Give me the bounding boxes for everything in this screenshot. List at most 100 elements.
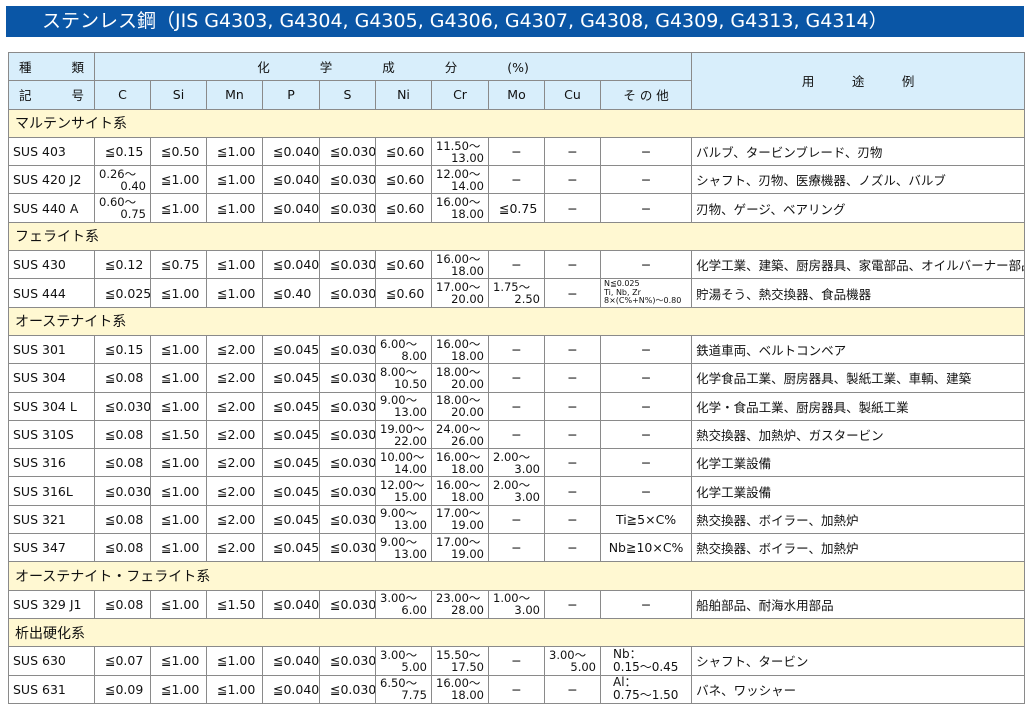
grade-name: SUS 440 A bbox=[8, 193, 95, 223]
usage-example: 化学食品工業、厨房器具、製紙工業、車輌、建築 bbox=[691, 363, 1026, 393]
table-row: SUS 444 ≦0.025 ≦1.00 ≦1.00 ≦0.40 ≦0.030 ≦0.60 1… bbox=[8, 278, 1026, 308]
range-max: 13.00 bbox=[394, 546, 427, 561]
usage-example: バルブ、タービンブレード、刃物 bbox=[691, 136, 1026, 167]
grade-name: SUS 321 bbox=[8, 504, 95, 535]
cell-Cr: 16.00〜 18.00 bbox=[431, 250, 489, 280]
cell-S: ≦0.030 bbox=[319, 533, 376, 563]
range-min: 0.60〜 bbox=[99, 195, 137, 210]
cell-Cu: − bbox=[544, 278, 601, 308]
range-max: 0.40 bbox=[120, 178, 146, 193]
cell-Cu: − bbox=[544, 193, 601, 223]
cell-その他: − bbox=[599, 363, 693, 393]
section-label: オーステナイト・フェライト系 bbox=[7, 561, 1026, 591]
cell-Si: ≦1.00 bbox=[150, 674, 207, 704]
usage-example: 刃物、ゲージ、ベアリング bbox=[691, 193, 1026, 223]
cell-Mn: ≦1.00 bbox=[206, 646, 263, 676]
table-row: SUS 631 ≦0.09 ≦1.00 ≦1.00 ≦0.040 ≦0.030 6.50〜 7… bbox=[8, 674, 1026, 704]
cell-Ni: ≦0.60 bbox=[375, 193, 432, 223]
usage-example: シャフト、刃物、医療機器、ノズル、バルブ bbox=[691, 165, 1026, 195]
cell-C: ≦0.12 bbox=[94, 250, 151, 280]
cell-その他: Ti≧5×C% bbox=[599, 504, 693, 535]
cell-Si: ≦1.00 bbox=[150, 334, 207, 365]
cell-Si: ≦1.00 bbox=[150, 363, 207, 393]
range-max: 20.00 bbox=[451, 405, 484, 420]
grade-name: SUS 420 J2 bbox=[8, 165, 95, 195]
range-min: 17.00〜 bbox=[436, 506, 481, 521]
cell-Si: ≦1.00 bbox=[150, 448, 207, 478]
cell-Mo: − bbox=[488, 165, 545, 195]
cell-Cr: 17.00〜 19.00 bbox=[431, 504, 489, 535]
section-row: フェライト系 bbox=[7, 221, 1026, 252]
section-label: マルテンサイト系 bbox=[7, 108, 1026, 138]
other-element-line: Ti, Nb, Zr bbox=[604, 287, 641, 297]
range-min: 16.00〜 bbox=[436, 478, 481, 493]
column-header-C: C bbox=[94, 80, 151, 110]
range-max: 14.00 bbox=[451, 178, 484, 193]
cell-S: ≦0.030 bbox=[319, 674, 376, 704]
cell-Cr: 16.00〜 18.00 bbox=[431, 448, 489, 478]
cell-Mn: ≦1.00 bbox=[206, 278, 263, 308]
range-max: 5.00 bbox=[401, 659, 427, 674]
column-header-その他: そ の 他 bbox=[599, 80, 693, 110]
cell-Mo: ≦0.75 bbox=[488, 193, 545, 223]
cell-P: ≦0.045 bbox=[262, 448, 320, 478]
cell-P: ≦0.045 bbox=[262, 391, 320, 421]
range-max: 6.00 bbox=[401, 603, 427, 618]
table-row: SUS 630 ≦0.07 ≦1.00 ≦1.00 ≦0.040 ≦0.030 3.00〜 5… bbox=[8, 646, 1026, 676]
cell-その他: N≦0.025 Ti, Nb, Zr 8×(C%+N%)〜0.80 bbox=[599, 278, 693, 308]
cell-その他: Nb： 0.15〜0.45 bbox=[599, 646, 693, 676]
other-element-name: Nb： bbox=[613, 646, 642, 661]
column-header-P: P bbox=[262, 80, 320, 110]
usage-example: 熱交換器、ボイラー、加熱炉 bbox=[691, 533, 1026, 563]
range-min: 9.00〜 bbox=[380, 393, 418, 408]
symbol-header: 記号 bbox=[8, 80, 95, 110]
range-max: 3.00 bbox=[514, 490, 540, 505]
cell-Mo: − bbox=[488, 504, 545, 535]
section-label: 析出硬化系 bbox=[7, 617, 1026, 648]
grade-name: SUS 301 bbox=[8, 334, 95, 365]
cell-Ni: 8.00〜 10.50 bbox=[375, 363, 432, 393]
range-min: 18.00〜 bbox=[436, 393, 481, 408]
table-row: SUS 329 J1 ≦0.08 ≦1.00 ≦1.50 ≦0.040 ≦0.030 3.0… bbox=[8, 589, 1026, 619]
cell-Si: ≦1.00 bbox=[150, 193, 207, 223]
range-min: 18.00〜 bbox=[436, 364, 481, 379]
range-min: 16.00〜 bbox=[436, 449, 481, 464]
section-row: オーステナイト系 bbox=[7, 306, 1026, 336]
grade-name: SUS 316 bbox=[8, 448, 95, 478]
grade-name: SUS 444 bbox=[8, 278, 95, 308]
range-max: 20.00 bbox=[451, 292, 484, 307]
usage-example: 鉄道車両、ベルトコンベア bbox=[691, 334, 1026, 365]
range-max: 17.50 bbox=[451, 659, 484, 674]
range-min: 23.00〜 bbox=[436, 591, 481, 606]
column-header-Cu: Cu bbox=[544, 80, 601, 110]
cell-P: ≦0.040 bbox=[262, 646, 320, 676]
cell-P: ≦0.045 bbox=[262, 504, 320, 535]
cell-Mo: 2.00〜 3.00 bbox=[488, 476, 545, 506]
cell-P: ≦0.040 bbox=[262, 250, 320, 280]
cell-Si: ≦1.00 bbox=[150, 504, 207, 535]
cell-Ni: 3.00〜 5.00 bbox=[375, 646, 432, 676]
range-min: 11.50〜 bbox=[436, 138, 481, 153]
cell-Cu: − bbox=[544, 533, 601, 563]
cell-Cu: − bbox=[544, 334, 601, 365]
range-max: 15.00 bbox=[394, 490, 427, 505]
cell-Mn: ≦2.00 bbox=[206, 476, 263, 506]
range-max: 13.00 bbox=[394, 518, 427, 533]
cell-P: ≦0.045 bbox=[262, 363, 320, 393]
usage-example: バネ、ワッシャー bbox=[691, 674, 1026, 704]
grade-name: SUS 329 J1 bbox=[8, 589, 95, 619]
cell-S: ≦0.030 bbox=[319, 391, 376, 421]
grade-name: SUS 630 bbox=[8, 646, 95, 676]
table-row: SUS 420 J2 0.26〜 0.40 ≦1.00 ≦1.00 ≦0.040 ≦0.03… bbox=[8, 165, 1026, 195]
cell-Mo: − bbox=[488, 250, 545, 280]
cell-C: 0.60〜 0.75 bbox=[94, 193, 151, 223]
cell-Cr: 15.50〜 17.50 bbox=[431, 646, 489, 676]
cell-Cu: − bbox=[544, 589, 601, 619]
other-element-line: 8×(C%+N%)〜0.80 bbox=[604, 296, 682, 306]
range-min: 1.75〜 bbox=[493, 280, 531, 295]
range-min: 16.00〜 bbox=[436, 676, 481, 691]
cell-Cu: − bbox=[544, 448, 601, 478]
cell-Ni: ≦0.60 bbox=[375, 278, 432, 308]
table-row: SUS 347 ≦0.08 ≦1.00 ≦2.00 ≦0.045 ≦0.030 9.00〜 1… bbox=[8, 533, 1026, 563]
cell-Mo: − bbox=[488, 136, 545, 167]
